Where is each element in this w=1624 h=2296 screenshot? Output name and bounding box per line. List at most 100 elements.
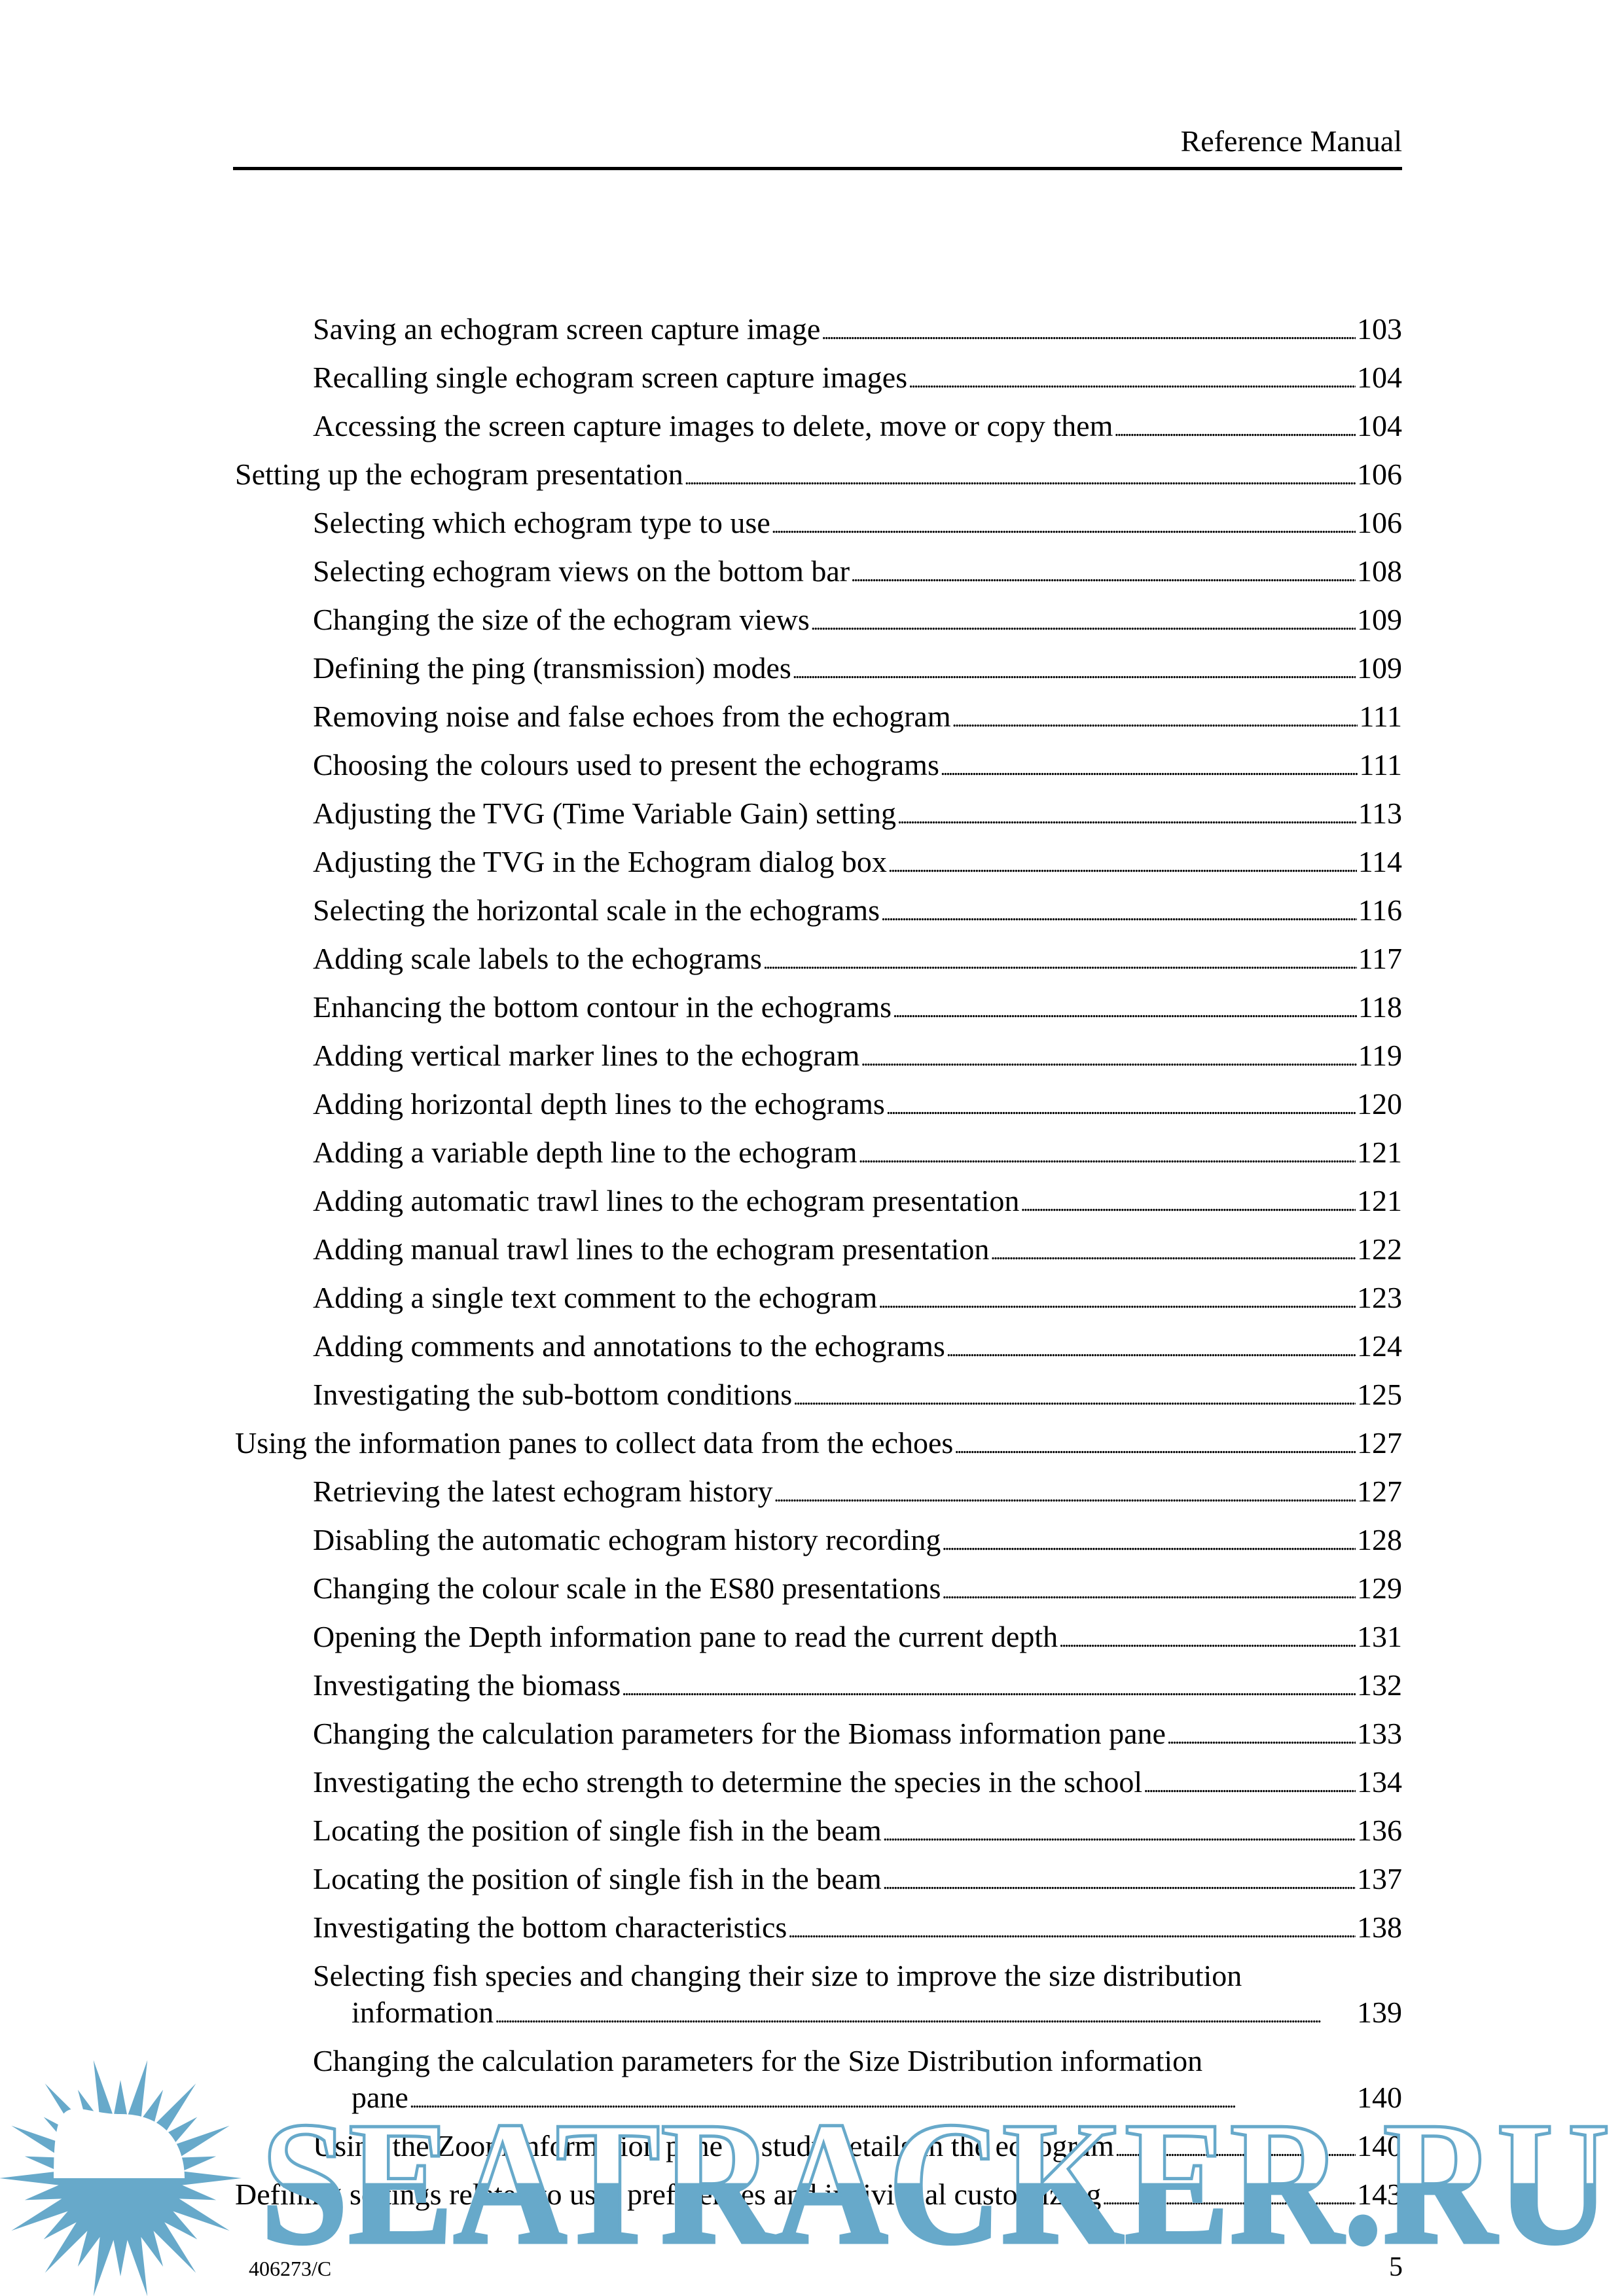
dot-leader <box>952 698 1358 740</box>
toc-entry[interactable]: Investigating the bottom characteristics… <box>235 1909 1402 1958</box>
toc-entry-title: Adding automatic trawl lines to the echo… <box>313 1184 1020 1217</box>
toc-entry[interactable]: Investigating the sub-bottom conditions 1… <box>235 1376 1402 1425</box>
toc-entry-title: Selecting fish species and changing thei… <box>313 1959 1242 1992</box>
toc-entry-title: Selecting echogram views on the bottom b… <box>313 554 850 588</box>
dot-leader <box>1144 1764 1356 1805</box>
dot-leader <box>1059 1619 1356 1660</box>
dot-leader <box>990 1231 1356 1272</box>
toc-entry[interactable]: Adding vertical marker lines to the echo… <box>235 1037 1402 1086</box>
sun-dome <box>54 2108 185 2178</box>
toc-entry[interactable]: Choosing the colours used to present the… <box>235 747 1402 795</box>
dot-leader <box>954 1425 1356 1466</box>
toc-page-number: 131 <box>1357 1620 1402 1653</box>
toc-entry[interactable]: Locating the position of single fish in … <box>235 1861 1402 1909</box>
toc-page-number: 104 <box>1357 409 1402 442</box>
toc-entry-title: Retrieving the latest echogram history <box>313 1475 773 1508</box>
toc-entry[interactable]: Changing the calculation parameters for … <box>235 2043 1402 2128</box>
dot-leader <box>1167 1715 1356 1757</box>
toc-entry[interactable]: Investigating the biomass 132 <box>235 1667 1402 1715</box>
toc-entry[interactable]: Recalling single echogram screen capture… <box>235 359 1402 408</box>
toc-entry-title: Adjusting the TVG in the Echogram dialog… <box>313 845 887 878</box>
toc-entry-title: Adding comments and annotations to the e… <box>313 1329 945 1363</box>
toc-entry[interactable]: Retrieving the latest echogram history 12… <box>235 1473 1402 1522</box>
toc-entry-title: Adding scale labels to the echograms <box>313 942 762 975</box>
dot-leader <box>495 1994 1356 2036</box>
toc-entry-title: Using the Zoom information pane to study… <box>313 2129 1114 2162</box>
toc-page-number: 116 <box>1358 893 1402 927</box>
toc-entry[interactable]: Adding manual trawl lines to the echogra… <box>235 1231 1402 1280</box>
dot-leader <box>811 601 1356 643</box>
toc-entry[interactable]: Using the Zoom information pane to study… <box>235 2128 1402 2176</box>
dot-leader <box>793 1376 1356 1418</box>
toc-entry-title: Adding vertical marker lines to the echo… <box>313 1039 860 1072</box>
toc-entry[interactable]: Adding a single text comment to the echo… <box>235 1280 1402 1328</box>
dot-leader <box>941 747 1358 788</box>
dot-leader <box>685 456 1356 497</box>
header-rule <box>233 167 1402 170</box>
dot-leader <box>793 650 1356 691</box>
toc-entry[interactable]: Adding a variable depth line to the echo… <box>235 1134 1402 1183</box>
toc-entry[interactable]: Saving an echogram screen capture image 1… <box>235 311 1402 359</box>
toc-entry-title: Choosing the colours used to present the… <box>313 748 939 781</box>
toc-entry[interactable]: Investigating the echo strength to deter… <box>235 1764 1402 1812</box>
toc-entry[interactable]: Adding horizontal depth lines to the ech… <box>235 1086 1402 1134</box>
dot-leader <box>886 1086 1356 1127</box>
dot-leader <box>861 1037 1356 1079</box>
toc-page-number: 114 <box>1358 845 1402 878</box>
toc-page-number: 127 <box>1357 1475 1402 1508</box>
toc-entry[interactable]: Defining settings related to user prefer… <box>235 2176 1402 2225</box>
toc-entry[interactable]: Defining the ping (transmission) modes 10… <box>235 650 1402 698</box>
toc-entry[interactable]: Adjusting the TVG (Time Variable Gain) s… <box>235 795 1402 844</box>
toc-entry[interactable]: Selecting echogram views on the bottom b… <box>235 553 1402 601</box>
toc-entry[interactable]: Locating the position of single fish in … <box>235 1812 1402 1861</box>
toc-page-number: 120 <box>1357 1087 1402 1121</box>
toc-entry-title: Locating the position of single fish in … <box>313 1814 882 1847</box>
toc-entry-title: Changing the size of the echogram views <box>313 603 810 636</box>
dot-leader <box>1114 408 1356 449</box>
toc-entry-title: Adjusting the TVG (Time Variable Gain) s… <box>313 797 896 830</box>
toc-entry-title: Accessing the screen capture images to d… <box>313 409 1113 442</box>
toc-entry-title: Adding a single text comment to the echo… <box>313 1281 878 1314</box>
toc-entry[interactable]: Changing the colour scale in the ES80 pr… <box>235 1570 1402 1619</box>
toc-entry[interactable]: Changing the size of the echogram views 1… <box>235 601 1402 650</box>
toc-entry-title: Removing noise and false echoes from the… <box>313 700 951 733</box>
toc-page-number: 104 <box>1357 361 1402 394</box>
toc-entry[interactable]: Adding comments and annotations to the e… <box>235 1328 1402 1376</box>
toc-page-number: 132 <box>1357 1668 1402 1702</box>
toc-entry[interactable]: Opening the Depth information pane to re… <box>235 1619 1402 1667</box>
toc-entry[interactable]: Accessing the screen capture images to d… <box>235 408 1402 456</box>
toc-entry[interactable]: Adjusting the TVG in the Echogram dialog… <box>235 844 1402 892</box>
toc-entry[interactable]: Changing the calculation parameters for … <box>235 1715 1402 1764</box>
dot-leader <box>622 1667 1356 1708</box>
toc-entry-title: Changing the colour scale in the ES80 pr… <box>313 1571 941 1605</box>
dot-leader <box>942 1570 1356 1611</box>
toc-entry-title: Selecting the horizontal scale in the ec… <box>313 893 880 927</box>
dot-leader <box>774 1473 1356 1515</box>
toc-entry[interactable]: Adding automatic trawl lines to the echo… <box>235 1183 1402 1231</box>
toc-entry[interactable]: Selecting which echogram type to use 106 <box>235 505 1402 553</box>
dot-leader <box>1020 1183 1356 1224</box>
toc-entry[interactable]: Removing noise and false echoes from the… <box>235 698 1402 747</box>
toc-entry-title: Locating the position of single fish in … <box>313 1862 882 1895</box>
toc-page-number: 108 <box>1357 554 1402 588</box>
toc-entry[interactable]: Enhancing the bottom contour in the echo… <box>235 989 1402 1037</box>
toc-entry[interactable]: Disabling the automatic echogram history… <box>235 1522 1402 1570</box>
dot-leader <box>878 1280 1356 1321</box>
toc-page-number: 109 <box>1357 651 1402 685</box>
toc-entry-title: Adding a variable depth line to the echo… <box>313 1136 857 1169</box>
toc-page-number: 103 <box>1357 312 1402 346</box>
toc-page-number: 106 <box>1357 506 1402 539</box>
toc-page-number: 113 <box>1358 797 1402 830</box>
toc-page-number: 129 <box>1357 1571 1402 1605</box>
document-code: 406273/C <box>249 2257 332 2280</box>
toc-entry[interactable]: Selecting fish species and changing thei… <box>235 1958 1402 2043</box>
toc-entry[interactable]: Setting up the echogram presentation 106 <box>235 456 1402 505</box>
toc-entry-title: Defining settings related to user prefer… <box>235 2178 1102 2211</box>
toc-entry[interactable]: Using the information panes to collect d… <box>235 1425 1402 1473</box>
toc-page-number: 136 <box>1357 1814 1402 1847</box>
dot-leader <box>851 553 1356 594</box>
toc-entry[interactable]: Selecting the horizontal scale in the ec… <box>235 892 1402 941</box>
watermark-text: SEATRACKER.RU <box>261 2085 1610 2281</box>
toc-entry[interactable]: Adding scale labels to the echograms 117 <box>235 941 1402 989</box>
toc-page-number: 106 <box>1357 457 1402 491</box>
